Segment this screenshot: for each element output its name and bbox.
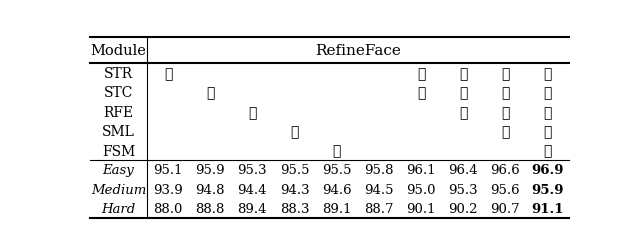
Text: STC: STC <box>104 86 133 100</box>
Text: 94.6: 94.6 <box>322 183 351 196</box>
Text: 95.6: 95.6 <box>490 183 520 196</box>
Text: RefineFace: RefineFace <box>315 44 401 58</box>
Text: 93.9: 93.9 <box>153 183 183 196</box>
Text: 90.1: 90.1 <box>406 202 436 215</box>
Text: Hard: Hard <box>101 202 136 215</box>
Text: ✓: ✓ <box>206 86 214 100</box>
Text: 96.1: 96.1 <box>406 164 436 177</box>
Text: ✓: ✓ <box>459 86 467 100</box>
Text: ✓: ✓ <box>459 105 467 119</box>
Text: 89.1: 89.1 <box>322 202 351 215</box>
Text: ✓: ✓ <box>501 125 509 139</box>
Text: FSM: FSM <box>102 144 135 158</box>
Text: 90.7: 90.7 <box>490 202 520 215</box>
Text: ✓: ✓ <box>248 105 257 119</box>
Text: 95.3: 95.3 <box>449 183 478 196</box>
Text: 88.8: 88.8 <box>195 202 225 215</box>
Text: 89.4: 89.4 <box>237 202 267 215</box>
Text: 94.5: 94.5 <box>364 183 394 196</box>
Text: ✓: ✓ <box>543 105 552 119</box>
Text: SML: SML <box>102 125 135 139</box>
Text: ✓: ✓ <box>543 125 552 139</box>
Text: Medium: Medium <box>91 183 146 196</box>
Text: STR: STR <box>104 67 133 81</box>
Text: 88.7: 88.7 <box>364 202 394 215</box>
Text: 95.3: 95.3 <box>237 164 267 177</box>
Text: ✓: ✓ <box>543 67 552 81</box>
Text: 94.4: 94.4 <box>237 183 267 196</box>
Text: 95.1: 95.1 <box>154 164 183 177</box>
Text: ✓: ✓ <box>459 67 467 81</box>
Text: Easy: Easy <box>102 164 134 177</box>
Text: 91.1: 91.1 <box>531 202 564 215</box>
Text: ✓: ✓ <box>543 86 552 100</box>
Text: 95.9: 95.9 <box>195 164 225 177</box>
Text: 95.9: 95.9 <box>531 183 564 196</box>
Text: 95.5: 95.5 <box>280 164 309 177</box>
Text: Module: Module <box>90 44 147 58</box>
Text: 88.0: 88.0 <box>154 202 183 215</box>
Text: 88.3: 88.3 <box>280 202 309 215</box>
Text: 96.9: 96.9 <box>531 164 564 177</box>
Text: ✓: ✓ <box>164 67 172 81</box>
Text: ✓: ✓ <box>417 67 425 81</box>
Text: ✓: ✓ <box>501 67 509 81</box>
Text: 96.4: 96.4 <box>449 164 478 177</box>
Text: ✓: ✓ <box>291 125 299 139</box>
Text: 96.6: 96.6 <box>490 164 520 177</box>
Text: ✓: ✓ <box>501 86 509 100</box>
Text: ✓: ✓ <box>417 86 425 100</box>
Text: ✓: ✓ <box>501 105 509 119</box>
Text: 95.8: 95.8 <box>364 164 394 177</box>
Text: 90.2: 90.2 <box>449 202 478 215</box>
Text: 94.3: 94.3 <box>280 183 309 196</box>
Text: RFE: RFE <box>104 105 134 119</box>
Text: ✓: ✓ <box>333 144 341 158</box>
Text: 95.5: 95.5 <box>322 164 351 177</box>
Text: 95.0: 95.0 <box>406 183 436 196</box>
Text: 94.8: 94.8 <box>195 183 225 196</box>
Text: ✓: ✓ <box>543 144 552 158</box>
